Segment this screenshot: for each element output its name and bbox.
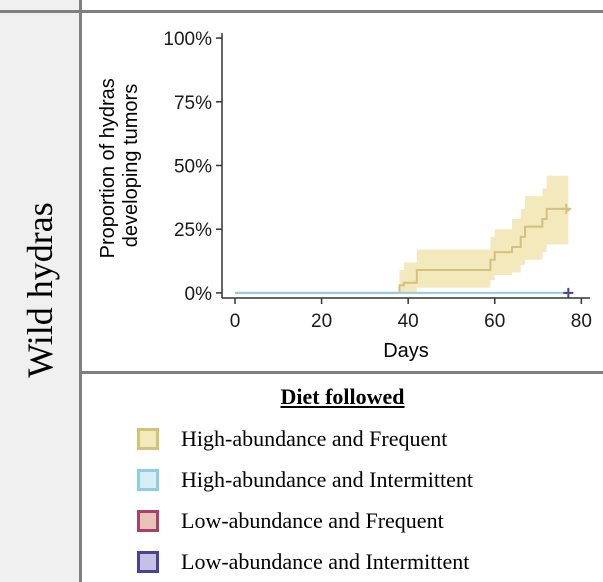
legend-key-high-intermittent	[137, 469, 159, 491]
legend-key-low-intermittent	[137, 551, 159, 573]
legend-key-low-frequent	[137, 510, 159, 532]
row-label-panel: Wild hydras	[0, 0, 80, 582]
y-ticks: 0% 25% 50% 75% 100%	[163, 29, 222, 305]
legend: Diet followed High-abundance and Frequen…	[82, 374, 603, 582]
legend-item-low-intermittent: Low-abundance and Intermittent	[137, 547, 469, 577]
frame-divider-middle	[79, 371, 603, 374]
y-tick-label: 100%	[163, 29, 212, 50]
frame-divider-top	[0, 10, 603, 13]
censor-marks	[561, 203, 574, 298]
y-axis-title-line-1: Proportion of hydras	[97, 78, 119, 258]
legend-label: Low-abundance and Frequent	[181, 508, 444, 533]
censor-mark-high-abundance-and-frequent	[561, 203, 572, 214]
x-tick-label: 0	[230, 311, 241, 332]
censor-mark-low-abundance-and-intermittent	[563, 287, 574, 298]
y-tick-label: 50%	[174, 157, 212, 178]
confidence-bands	[234, 175, 569, 293]
x-axis-title: Days	[383, 340, 429, 362]
x-tick-label: 40	[398, 311, 419, 332]
y-tick-label: 25%	[174, 220, 212, 241]
x-ticks: 0 20 40 60 80	[230, 298, 592, 332]
x-tick-label: 60	[484, 311, 505, 332]
legend-key-high-frequent	[137, 428, 159, 450]
x-tick-label: 80	[571, 311, 592, 332]
series-lines	[234, 207, 570, 294]
row-label: Wild hydras	[20, 202, 60, 378]
survival-chart: 0% 25% 50% 75% 100% 0 20 40 60 80 Days Proportio…	[97, 29, 592, 362]
legend-item-high-frequent: High-abundance and Frequent	[137, 424, 447, 454]
series-line-high-abundance-and-frequent	[234, 207, 570, 294]
frame-divider-vertical	[79, 0, 82, 582]
legend-label: Low-abundance and Intermittent	[181, 549, 470, 574]
y-tick-label: 0%	[185, 284, 213, 305]
ci-band-high-abundance-and-frequent	[234, 175, 569, 293]
legend-item-high-intermittent: High-abundance and Intermittent	[137, 465, 473, 495]
x-tick-label: 20	[311, 311, 332, 332]
legend-item-low-frequent: Low-abundance and Frequent	[137, 506, 444, 536]
y-tick-label: 75%	[174, 93, 212, 114]
legend-label: High-abundance and Intermittent	[181, 467, 474, 492]
y-axis-title: Proportion of hydras developing tumors	[97, 73, 142, 259]
legend-label: High-abundance and Frequent	[181, 426, 448, 451]
y-axis-title-line-2: developing tumors	[120, 84, 142, 247]
legend-title: Diet followed	[280, 384, 405, 409]
